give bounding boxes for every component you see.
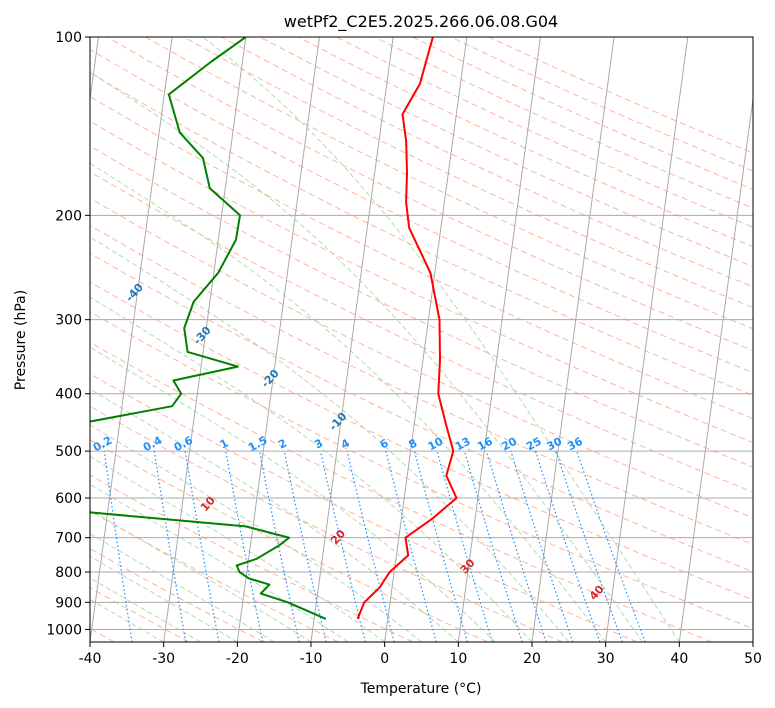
moist-adiabat-line — [90, 555, 238, 642]
x-tick-label: -30 — [152, 651, 175, 667]
mixing-ratio-line — [436, 450, 493, 642]
mixing-ratio-label: 13 — [453, 435, 473, 454]
moist-adiabat-line — [90, 577, 201, 642]
mixing-ratio-lines — [103, 450, 646, 642]
moist-adiabat-line — [202, 37, 680, 642]
moist-adiabat-line — [90, 483, 349, 642]
mixing-ratio-line — [535, 450, 601, 642]
dry-adiabat-line — [145, 37, 753, 330]
dewpoint-line — [90, 37, 327, 620]
moist-adiabat-line — [90, 598, 164, 642]
mixing-ratio-line — [576, 450, 646, 642]
mixing-ratio-line — [555, 450, 623, 642]
isotherm-line — [531, 37, 615, 642]
x-tick-label: 40 — [670, 651, 688, 667]
mixing-ratio-label: 25 — [524, 435, 544, 454]
mixing-ratio-line — [258, 450, 300, 642]
mixing-ratio-line — [413, 450, 469, 642]
isotherm-line — [384, 37, 468, 642]
x-tick-label: 10 — [449, 651, 467, 667]
y-tick-label: 500 — [55, 444, 82, 460]
moist-adiabat-line — [90, 236, 570, 642]
y-tick-label: 700 — [55, 531, 82, 547]
temperature-line — [356, 37, 458, 620]
moist-adiabat-line — [90, 533, 275, 642]
moist-adiabat-line — [90, 346, 496, 642]
dry-adiabat-line — [90, 510, 339, 642]
dry-adiabat-line — [90, 197, 753, 519]
mixing-ratio-line — [385, 450, 437, 642]
dry-adiabat-line — [90, 95, 753, 420]
isotherm-line — [236, 37, 320, 642]
y-tick-label: 100 — [55, 30, 82, 46]
mixing-ratio-line — [225, 450, 264, 642]
x-tick-label: -20 — [226, 651, 249, 667]
x-tick-label: -10 — [300, 651, 323, 667]
y-tick-label: 300 — [55, 313, 82, 329]
x-tick-label: 50 — [744, 651, 762, 667]
isotherms — [90, 37, 753, 642]
mixing-ratio-line — [103, 451, 133, 642]
dry-adiabat-line — [107, 37, 753, 352]
x-tick-label: 30 — [597, 651, 615, 667]
dry-adiabat-line — [90, 341, 712, 642]
moist-adiabat-line — [90, 455, 385, 642]
x-tick-label: -40 — [79, 651, 102, 667]
mixing-ratio-label: 36 — [565, 435, 585, 454]
isotherm-line — [163, 37, 247, 642]
y-tick-label: 1000 — [46, 622, 82, 638]
mixing-ratio-label: 20 — [499, 435, 519, 454]
mixing-ratio-line — [486, 450, 547, 642]
x-tick-label: 0 — [380, 651, 389, 667]
moist-adiabats — [90, 37, 680, 642]
moist-adiabat-line — [90, 71, 643, 642]
isobars — [90, 37, 753, 630]
x-axis-title: Temperature (°C) — [360, 681, 482, 697]
dry-adiabat-line — [90, 224, 753, 545]
y-tick-label: 200 — [55, 208, 82, 224]
sounding-series — [90, 37, 458, 620]
mixing-ratio-line — [319, 450, 366, 642]
y-tick-label: 400 — [55, 387, 82, 403]
mixing-ratio-label: 30 — [545, 435, 565, 454]
y-axis-title: Pressure (hPa) — [13, 290, 29, 390]
dry-adiabat-line — [90, 548, 264, 642]
mixing-ratio-line — [463, 450, 523, 642]
isotherm-line — [457, 37, 541, 642]
moist-adiabat-line — [90, 296, 533, 642]
y-tick-label: 900 — [55, 595, 82, 611]
chart-title: wetPf2_C2E5.2025.266.06.08.G04 — [284, 12, 558, 32]
background-lines — [90, 37, 753, 642]
dry-adiabat-line — [90, 281, 753, 601]
mixing-ratio-label: 10 — [426, 435, 446, 454]
x-tick-label: 20 — [523, 651, 541, 667]
isotherm-line — [605, 37, 689, 642]
y-axis-ticks: 100 200 300 400 500 600 700 800 900 1000 — [46, 30, 90, 638]
plot-frame — [89, 36, 754, 643]
dry-adiabat-line — [90, 171, 753, 493]
y-tick-label: 800 — [55, 565, 82, 581]
dry-adiabat-line — [90, 439, 488, 642]
x-axis-ticks: -40 -30 -20 -10 0 10 20 30 40 50 — [79, 642, 762, 667]
moist-adiabat-line — [90, 424, 422, 642]
mixing-ratio-line — [346, 450, 395, 642]
mixing-ratio-label: 16 — [475, 435, 495, 454]
dry-adiabats — [90, 37, 753, 642]
dry-adiabat-line — [90, 252, 753, 573]
y-tick-label: 600 — [55, 491, 82, 507]
dry-adiabat-line — [90, 405, 563, 642]
mixing-ratio-line — [283, 450, 327, 642]
dry-adiabat-line — [90, 373, 638, 642]
dry-adiabat-line — [90, 72, 753, 396]
dry-adiabat-line — [221, 37, 753, 288]
isotherm-line — [678, 95, 753, 642]
isotherm-line — [90, 37, 173, 642]
dry-adiabat-line — [90, 311, 753, 630]
mixing-ratio-line — [510, 450, 574, 642]
moist-adiabat-line — [90, 388, 459, 642]
moist-adiabat-line — [90, 162, 607, 642]
isotherm-line — [310, 37, 394, 642]
